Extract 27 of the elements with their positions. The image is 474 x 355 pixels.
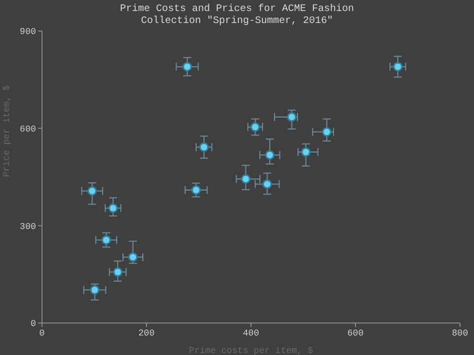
point: [393, 62, 403, 72]
x-tick-label: 800: [452, 328, 468, 338]
point: [128, 252, 138, 262]
point: [241, 174, 251, 184]
point: [287, 112, 297, 122]
point: [265, 150, 275, 160]
x-tick-label: 400: [242, 328, 260, 338]
point: [322, 127, 332, 137]
point: [182, 62, 192, 72]
point: [301, 147, 311, 157]
y-tick-label: 300: [20, 222, 36, 232]
point: [262, 179, 272, 189]
chart-title: Prime Costs and Prices for ACME Fashion Collection "Spring-Summer, 2016": [118, 4, 356, 28]
point: [102, 235, 112, 245]
y-tick-label: 0: [30, 319, 36, 330]
point: [108, 203, 118, 213]
point: [250, 122, 260, 132]
x-tick-label: 0: [39, 328, 45, 338]
point: [113, 267, 123, 277]
point: [90, 285, 100, 295]
x-tick-label: 600: [347, 328, 364, 338]
point: [87, 186, 97, 196]
point: [199, 142, 209, 152]
point: [191, 185, 201, 195]
y-tick-label: 900: [20, 27, 36, 38]
x-tick-label: 200: [138, 328, 155, 338]
y-tick-label: 600: [20, 124, 36, 135]
